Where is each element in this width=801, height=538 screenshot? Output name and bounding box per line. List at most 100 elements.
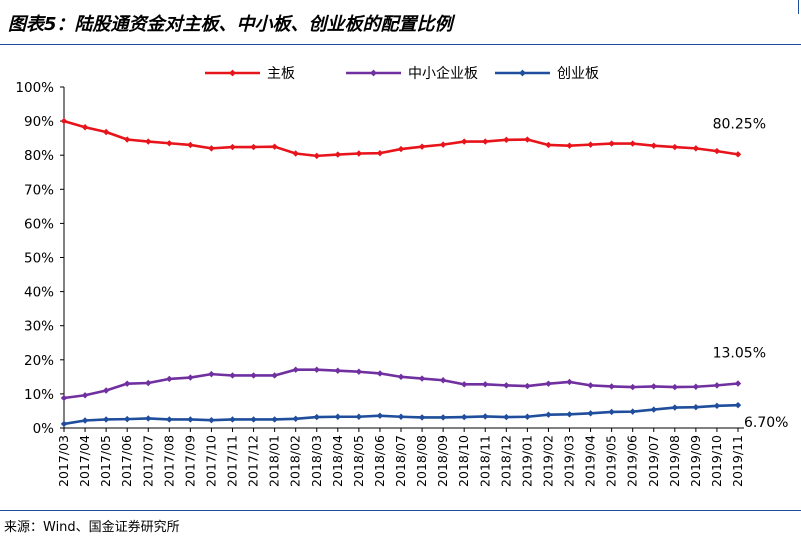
series-point [187, 416, 194, 423]
series-point [355, 368, 363, 375]
series-point [629, 140, 636, 147]
x-tick-label: 2018/03 [309, 435, 324, 487]
legend-label: 主板 [267, 66, 295, 82]
frame-edge [798, 0, 799, 14]
series-point [566, 411, 573, 418]
x-tick-label: 2017/03 [56, 435, 71, 487]
x-tick-label: 2017/04 [77, 435, 92, 487]
series-point [524, 382, 531, 390]
x-tick-label: 2017/12 [246, 435, 261, 487]
title-divider [0, 44, 801, 45]
series-point [60, 117, 68, 125]
y-tick-label: 20% [24, 353, 54, 369]
series-point [271, 143, 278, 150]
x-tick-label: 2019/01 [519, 435, 534, 487]
series-point [713, 147, 721, 155]
series-point [587, 410, 594, 417]
series-point [271, 372, 278, 379]
series-point [545, 411, 552, 418]
series-point [524, 413, 531, 420]
x-tick-label: 2017/06 [119, 435, 134, 487]
y-tick-label: 0% [33, 421, 55, 437]
series-point [671, 143, 679, 151]
x-tick-label: 2019/05 [604, 435, 619, 487]
series-point [608, 408, 615, 416]
legend-swatch-marker [370, 69, 377, 77]
series-point [650, 142, 657, 149]
series-point [229, 416, 236, 423]
end-value-label: 6.70% [744, 415, 788, 431]
series-point [418, 414, 426, 421]
series-point [713, 382, 721, 389]
series-point [81, 392, 89, 399]
series-point [734, 401, 742, 409]
x-tick-label: 2018/06 [372, 435, 387, 487]
x-tick-label: 2019/06 [625, 435, 640, 487]
series-point [250, 416, 257, 423]
series-point [734, 151, 742, 158]
series-point [503, 413, 510, 421]
series-point [81, 417, 89, 424]
series-point [123, 380, 131, 387]
series-point [166, 416, 173, 423]
series-point [355, 413, 363, 420]
x-tick-label: 2018/04 [330, 435, 345, 487]
series-point [482, 381, 489, 388]
series-point [650, 383, 657, 390]
y-tick-label: 40% [24, 285, 54, 301]
series-point [460, 381, 468, 388]
x-tick-label: 2019/03 [562, 435, 577, 487]
series-point [102, 128, 110, 136]
source-note: 来源：Wind、国金证券研究所 [4, 520, 180, 535]
series-point [418, 143, 426, 150]
series-point [376, 412, 384, 419]
x-tick-label: 2018/08 [414, 435, 429, 487]
series-point [397, 373, 405, 381]
series-point [145, 138, 152, 145]
series-point [208, 145, 215, 152]
series-point [292, 366, 299, 373]
series-point [187, 374, 194, 381]
y-tick-label: 70% [24, 182, 54, 198]
x-tick-label: 2017/11 [225, 435, 240, 487]
series-point [418, 375, 426, 382]
x-tick-label: 2017/10 [203, 435, 218, 487]
y-tick-label: 10% [24, 387, 54, 403]
x-tick-label: 2017/05 [98, 435, 113, 487]
series-point [734, 380, 742, 387]
series-point [334, 413, 342, 420]
series-point [208, 370, 215, 378]
series-point [355, 150, 363, 157]
series-point [629, 408, 636, 415]
series-point [566, 142, 573, 149]
series-point [482, 138, 489, 145]
footer-divider [0, 510, 801, 511]
y-tick-label: 30% [24, 319, 54, 335]
y-tick-label: 80% [24, 148, 54, 164]
x-tick-label: 2018/02 [288, 435, 303, 487]
series-point [313, 366, 320, 373]
series-point [460, 413, 468, 421]
x-tick-label: 2019/04 [583, 435, 598, 487]
series-point [692, 383, 700, 390]
x-tick-label: 2018/01 [267, 435, 282, 487]
x-tick-label: 2017/09 [182, 435, 197, 487]
y-tick-label: 100% [15, 80, 54, 96]
x-tick-label: 2018/12 [498, 435, 513, 487]
series-point [671, 404, 679, 411]
series-point [629, 383, 636, 391]
series-point [334, 367, 342, 374]
series-point [313, 413, 320, 421]
legend-swatch-marker [519, 69, 526, 77]
series-point [292, 415, 299, 422]
series-point [587, 141, 594, 148]
axes: 100% 90% 80% 70% 60% 50% 40% 30% 20% 10% 0%2017/03… [15, 80, 745, 487]
series-point [229, 143, 236, 151]
x-tick-label: 2018/10 [456, 435, 471, 487]
series-point [229, 372, 236, 379]
x-tick-label: 2019/11 [730, 435, 745, 487]
series-point [60, 420, 68, 428]
series-point [671, 383, 679, 391]
y-tick-label: 60% [24, 216, 54, 232]
legend: 主板 中小企业板 创业板 [205, 65, 599, 82]
